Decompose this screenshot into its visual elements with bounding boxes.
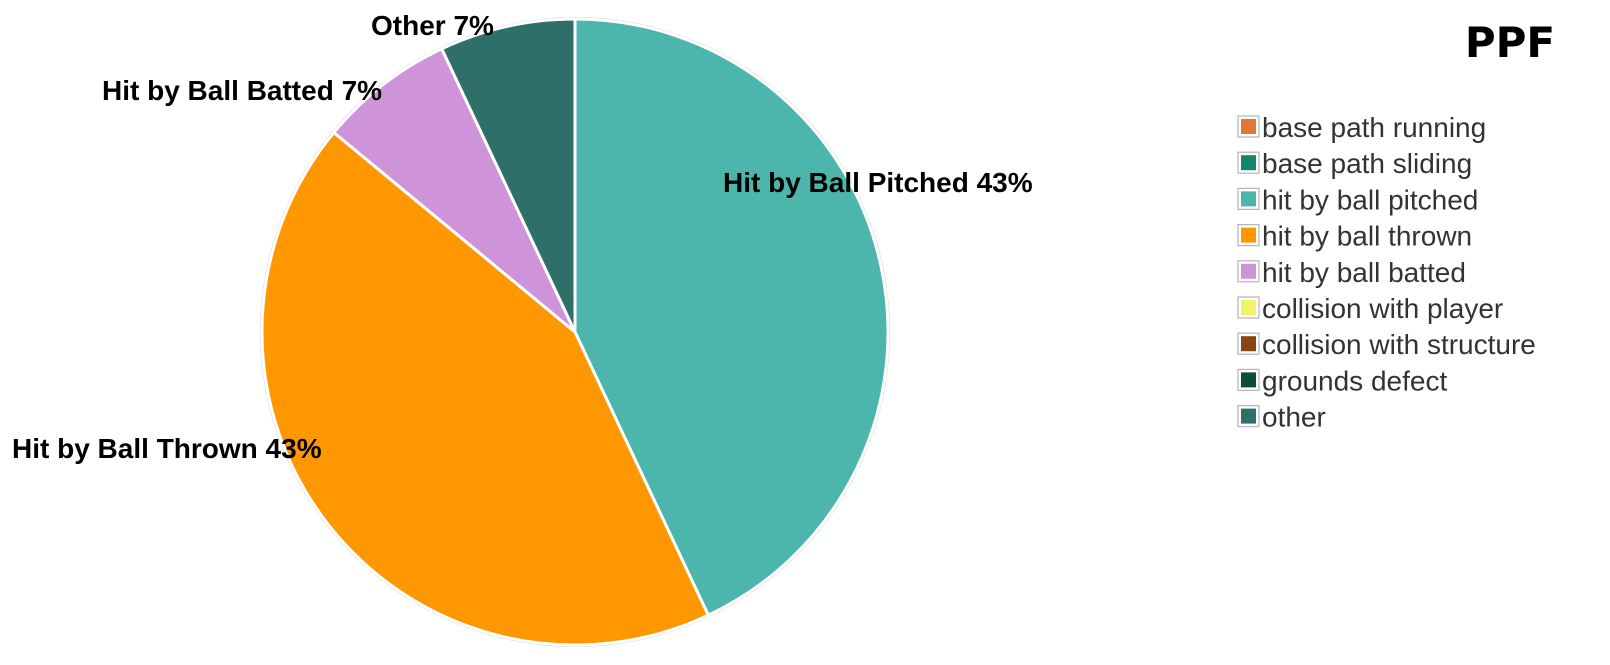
legend-label: other xyxy=(1262,402,1326,433)
legend-label: collision with structure xyxy=(1262,329,1536,360)
pie-slice-hit-by-ball-thrown xyxy=(260,130,711,647)
legend-label: base path sliding xyxy=(1262,148,1472,179)
legend-label: base path running xyxy=(1262,112,1486,143)
legend-item: hit by ball batted xyxy=(1237,257,1466,288)
legend-swatch xyxy=(1241,408,1256,424)
legend-label: hit by ball batted xyxy=(1262,257,1466,288)
legend-swatch xyxy=(1241,227,1256,243)
legend-swatch xyxy=(1241,155,1256,171)
legend-item: grounds defect xyxy=(1237,365,1447,396)
legend-item: collision with player xyxy=(1237,293,1503,324)
slice-label-hit-by-ball-thrown: Hit by Ball Thrown 43% xyxy=(12,433,322,464)
pie-slices xyxy=(260,17,890,647)
slice-label-hit-by-ball-pitched: Hit by Ball Pitched 43% xyxy=(723,167,1033,198)
legend-swatch xyxy=(1241,263,1256,279)
legend-swatch xyxy=(1241,191,1256,207)
legend-item: hit by ball thrown xyxy=(1237,221,1472,252)
pie-slice-hit-by-ball-batted xyxy=(331,46,577,334)
legend-label: hit by ball thrown xyxy=(1262,221,1472,252)
legend-item: base path running xyxy=(1237,112,1486,143)
chart-title: PPF xyxy=(1465,18,1555,67)
legend-item: base path sliding xyxy=(1237,148,1472,179)
pie-slice-hit-by-ball-pitched xyxy=(573,17,890,618)
legend-label: collision with player xyxy=(1262,293,1503,324)
pie-slice-other xyxy=(439,17,577,333)
legend-item: collision with structure xyxy=(1237,329,1536,360)
legend-swatch xyxy=(1241,119,1256,134)
slice-label-hit-by-ball-batted: Hit by Ball Batted 7% xyxy=(102,75,382,106)
legend-swatch xyxy=(1241,300,1256,315)
legend-item: other xyxy=(1237,402,1326,433)
legend-label: grounds defect xyxy=(1262,365,1447,396)
legend-item: hit by ball pitched xyxy=(1237,184,1478,215)
legend-label: hit by ball pitched xyxy=(1262,184,1478,215)
legend: base path running base path sliding hit by… xyxy=(1237,112,1536,433)
slice-labels: Hit by Ball Pitched 43% Hit by Ball Throw… xyxy=(12,10,1033,464)
legend-swatch xyxy=(1241,372,1256,388)
slice-label-other: Other 7% xyxy=(371,10,494,41)
legend-swatch xyxy=(1241,336,1256,352)
